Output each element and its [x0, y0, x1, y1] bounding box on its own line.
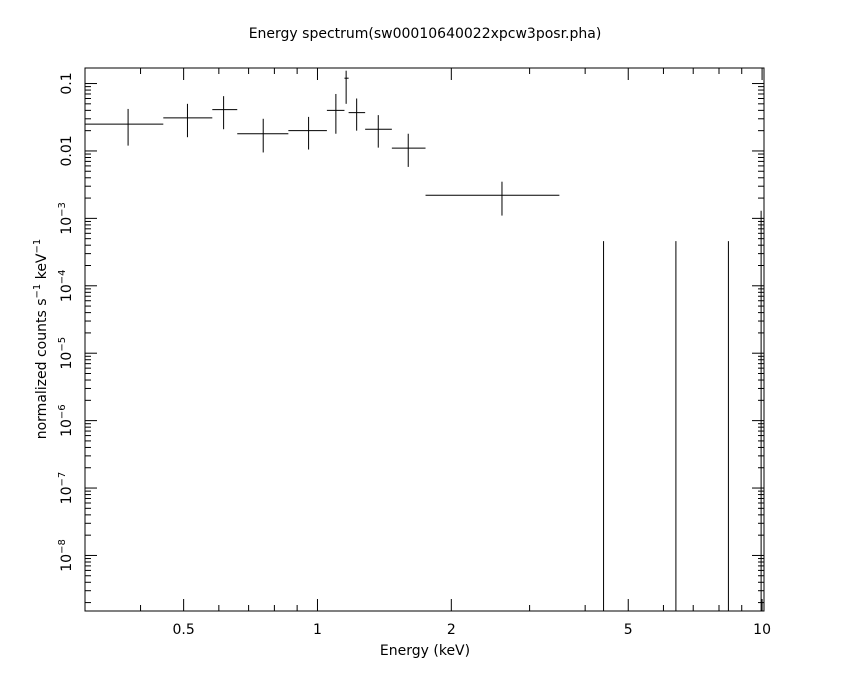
y-axis-label-exp1: −1 — [32, 284, 43, 299]
y-tick-label-base: 10 — [59, 217, 75, 235]
data-points — [85, 70, 560, 216]
y-axis-label-exp2: −1 — [32, 239, 43, 254]
y-tick-label-exp: −8 — [57, 539, 68, 554]
x-tick-label: 1 — [313, 622, 322, 638]
y-tick-label: 0.1 — [59, 72, 75, 94]
y-tick-label: 10−8 — [57, 539, 75, 572]
y-tick-label: 10−6 — [57, 404, 75, 437]
x-axis-label: Energy (keV) — [380, 643, 470, 659]
y-axis-label-main: normalized counts s — [34, 298, 50, 439]
data-point — [365, 115, 392, 148]
y-tick-label: 10−5 — [57, 337, 75, 370]
y-tick-label: 10−4 — [57, 269, 75, 302]
y-axis-label-mid: keV — [34, 253, 50, 284]
y-tick-label-exp: −3 — [57, 202, 68, 217]
y-tick-label-exp: −7 — [57, 472, 68, 487]
data-point — [288, 116, 327, 150]
data-point — [237, 118, 289, 153]
y-tick-label-base: 0.1 — [59, 72, 75, 94]
y-tick-label-exp: −5 — [57, 337, 68, 352]
y-axis-ticks — [85, 83, 764, 604]
y-tick-label-base: 0.01 — [59, 135, 75, 166]
x-tick-label: 5 — [624, 622, 633, 638]
y-tick-label: 10−7 — [57, 472, 75, 505]
chart-title: Energy spectrum(sw00010640022xpcw3posr.p… — [249, 26, 602, 42]
upper-limit-lines — [603, 210, 762, 611]
y-tick-label-base: 10 — [59, 352, 75, 370]
y-tick-label-base: 10 — [59, 554, 75, 572]
data-point — [326, 93, 345, 134]
data-point — [85, 108, 164, 146]
x-tick-label: 0.5 — [173, 622, 195, 638]
data-point — [391, 133, 426, 167]
plot-frame — [84, 67, 765, 612]
data-point — [348, 98, 366, 131]
x-axis-tick-labels: 0.5 1 2 5 10 — [173, 622, 771, 638]
data-point — [212, 96, 238, 130]
y-axis-label: normalized counts s−1 keV−1 — [32, 239, 50, 440]
x-tick-label: 2 — [447, 622, 456, 638]
x-axis-ticks — [84, 68, 763, 611]
y-tick-label-exp: −6 — [57, 404, 68, 419]
y-tick-label-exp: −4 — [57, 269, 68, 284]
data-point — [425, 181, 560, 216]
data-point — [163, 103, 213, 138]
y-tick-label: 10−3 — [57, 202, 75, 235]
y-tick-label: 0.01 — [59, 135, 75, 166]
y-tick-label-base: 10 — [59, 486, 75, 504]
x-tick-label: 10 — [753, 622, 771, 638]
y-tick-label-base: 10 — [59, 419, 75, 437]
y-tick-label-base: 10 — [59, 284, 75, 302]
data-point — [344, 70, 349, 104]
